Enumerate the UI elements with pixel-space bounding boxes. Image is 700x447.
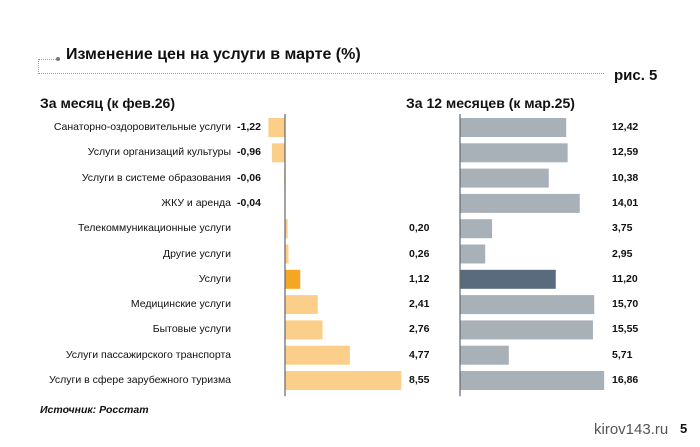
yearly-bar — [460, 371, 605, 390]
figure-label: рис. 5 — [614, 67, 658, 84]
yearly-bar — [460, 193, 580, 213]
watermark: kirov143.ru — [594, 421, 669, 438]
monthly-value-label: 8,55 — [409, 374, 430, 386]
yearly-subtitle: За 12 месяцев (к мар.25) — [406, 95, 575, 111]
yearly-value-label: 12,59 — [612, 146, 639, 159]
monthly-bar — [271, 143, 285, 163]
yearly-value-label: 14,01 — [612, 196, 639, 209]
yearly-value-label: 15,55 — [612, 323, 639, 336]
category-label: Телекоммуникационные услуги — [77, 222, 231, 235]
monthly-value-label: 4,77 — [409, 348, 430, 361]
title-frame-border — [38, 59, 604, 74]
title-dot — [56, 57, 60, 61]
monthly-bar — [285, 269, 301, 289]
category-label: Медицинские услуги — [130, 298, 231, 311]
category-label: Услуги пассажирского транспорта — [65, 348, 231, 361]
monthly-bar — [285, 345, 350, 365]
monthly-bar — [285, 219, 288, 239]
yearly-bar — [460, 219, 493, 239]
monthly-value-label: -0,96 — [237, 146, 261, 159]
yearly-value-label: 12,42 — [612, 121, 639, 133]
monthly-bar — [268, 118, 285, 137]
title-frame — [38, 59, 58, 60]
yearly-bar — [460, 168, 549, 188]
category-label: Санаторно-оздоровительные услуги — [53, 121, 231, 133]
chart-title: Изменение цен на услуги в марте (%) — [66, 46, 361, 63]
monthly-value-label: -1,22 — [237, 121, 261, 133]
yearly-bar — [460, 295, 595, 315]
yearly-value-label: 15,70 — [612, 298, 639, 311]
monthly-value-label: 1,12 — [409, 272, 430, 285]
yearly-value-label: 11,20 — [612, 272, 638, 285]
yearly-value-label: 2,95 — [612, 247, 633, 260]
category-label: Услуги в системе образования — [81, 171, 231, 184]
monthly-bar — [285, 371, 402, 390]
monthly-subtitle: За месяц (к фев.26) — [40, 95, 175, 111]
source-note: Источник: Росстат — [40, 404, 149, 416]
category-label: ЖКУ и аренда — [161, 196, 231, 209]
monthly-value-label: -0,06 — [237, 171, 261, 184]
yearly-bar — [460, 320, 593, 340]
monthly-value-label: 0,26 — [409, 247, 430, 260]
category-label: Услуги в сфере зарубежного туризма — [48, 374, 231, 386]
monthly-value-label: -0,04 — [237, 196, 261, 209]
category-label: Услуги организаций культуры — [87, 146, 231, 159]
category-label: Услуги — [198, 272, 231, 285]
yearly-bar — [460, 244, 486, 264]
monthly-value-label: 0,20 — [409, 222, 430, 235]
monthly-value-label: 2,76 — [409, 323, 430, 336]
yearly-value-label: 5,71 — [612, 348, 633, 361]
category-label: Другие услуги — [163, 247, 231, 260]
page-number: 5 — [680, 421, 688, 436]
monthly-bar — [285, 244, 289, 264]
monthly-value-label: 2,41 — [409, 298, 430, 311]
yearly-bar — [460, 345, 509, 365]
yearly-value-label: 10,38 — [612, 171, 639, 184]
yearly-bar — [460, 118, 567, 137]
yearly-bar — [460, 269, 556, 289]
yearly-value-label: 16,86 — [612, 374, 639, 386]
monthly-bar — [285, 295, 318, 315]
category-label: Бытовые услуги — [152, 323, 231, 336]
yearly-bar — [460, 143, 568, 163]
yearly-value-label: 3,75 — [612, 222, 633, 235]
monthly-bar — [285, 320, 323, 340]
